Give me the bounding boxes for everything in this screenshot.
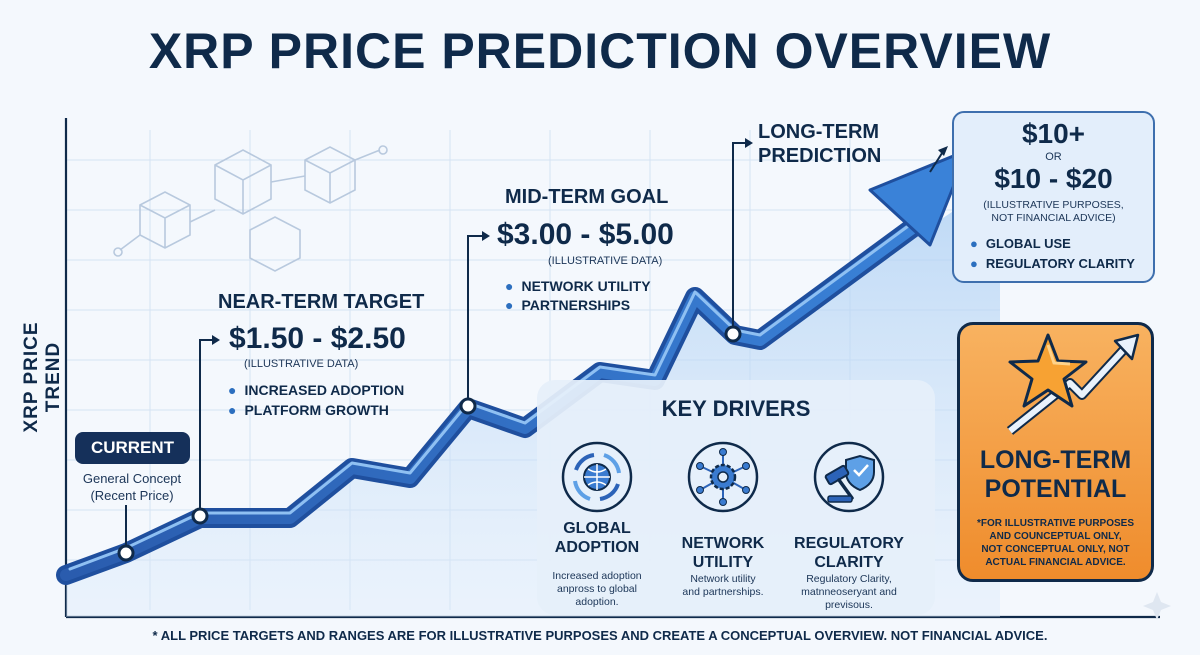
near-term-bullet: ● INCREASED ADOPTION [228,382,405,398]
milestone-dot-current [117,544,135,562]
gavel-shield-icon [813,441,885,513]
near-term-bullet: ● PLATFORM GROWTH [228,402,389,418]
callout-connectors [125,142,745,546]
mid-term-heading: MID-TERM GOAL [505,186,669,208]
long-term-bullet: ● GLOBAL USE [970,236,1071,251]
driver-desc-regulatory-clarity: Regulatory Clarity, matnneoseryant and p… [801,573,897,611]
driver-name-global-adoption: GLOBAL ADOPTION [554,520,640,556]
long-term-or: OR [1045,151,1062,163]
footnote-disclaimer: * ALL PRICE TARGETS AND RANGES ARE FOR I… [152,628,1048,643]
driver-name-network-utility: NETWORK UTILITY [681,535,765,571]
long-term-heading: LONG-TERM PREDICTION [758,121,882,167]
mid-term-note: (ILLUSTRATIVE DATA) [548,255,663,267]
blockchain-cubes-icon [113,145,388,272]
milestone-dot-long [724,325,742,343]
star-arrow-icon [1006,333,1140,435]
milestone-dot-mid [459,397,477,415]
network-gear-icon [687,441,759,513]
long-term-value-range: $10 - $20 [994,163,1113,194]
long-term-bullet: ● REGULATORY CLARITY [970,256,1135,271]
mid-term-bullet: ● PARTNERSHIPS [505,297,631,313]
mid-term-range: $3.00 - $5.00 [497,218,674,251]
near-term-note: (ILLUSTRATIVE DATA) [244,358,359,370]
driver-desc-global-adoption: Increased adoption anpross to global ado… [552,570,642,608]
y-axis-label: XRP PRICE TREND [21,321,64,433]
long-term-value-primary: $10+ [1021,118,1086,149]
current-badge: CURRENT [75,432,190,464]
trend-arrow-head [868,148,970,247]
current-description: General Concept (Recent Price) [82,471,182,503]
long-term-target-box [952,111,1155,283]
mid-term-bullet: ● NETWORK UTILITY [505,278,651,294]
long-term-potential-title: LONG-TERM POTENTIAL [979,446,1132,503]
near-term-heading: NEAR-TERM TARGET [218,291,425,313]
driver-desc-network-utility: Network utility and partnerships. [682,573,764,598]
near-term-range: $1.50 - $2.50 [229,322,406,355]
milestone-dot-near [191,507,209,525]
globe-arrows-icon [561,441,633,513]
key-drivers-title: KEY DRIVERS [661,396,811,421]
long-term-note: (ILLUSTRATIVE PURPOSES, NOT FINANCIAL AD… [983,199,1124,224]
page-title: XRP PRICE PREDICTION OVERVIEW [148,23,1052,79]
long-term-potential-disclaimer: *FOR ILLUSTRATIVE PURPOSES AND COUNCEPTU… [976,518,1135,568]
sparkle-icon [1143,592,1171,620]
driver-name-regulatory-clarity: REGULATORY CLARITY [794,535,904,571]
